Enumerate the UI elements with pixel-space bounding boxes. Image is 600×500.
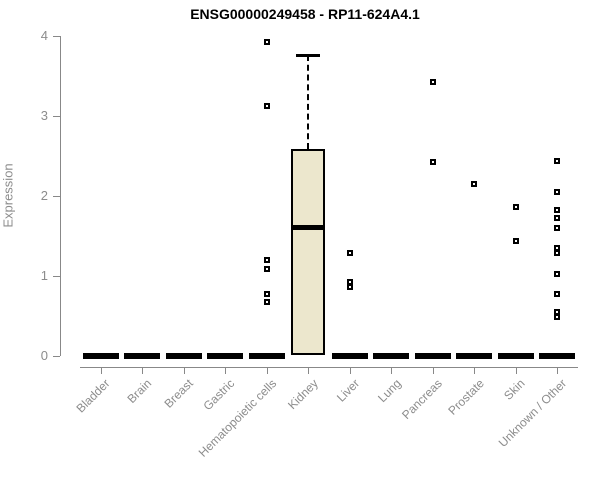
zero-bar <box>207 353 244 359</box>
zero-bar <box>373 353 410 359</box>
zero-bar <box>497 353 534 359</box>
x-tick <box>432 367 434 374</box>
category-label: Lung <box>374 376 404 406</box>
outlier-point <box>263 102 270 109</box>
x-tick <box>557 367 559 374</box>
outlier-point <box>554 270 561 277</box>
zero-bar <box>331 353 368 359</box>
outlier-point <box>512 237 519 244</box>
outlier-point <box>263 257 270 263</box>
outlier-point <box>554 206 561 213</box>
x-tick <box>474 367 476 374</box>
y-tick-label: 3 <box>40 108 48 123</box>
zero-bar <box>539 353 576 359</box>
chart-title: ENSG00000249458 - RP11-624A4.1 <box>190 6 420 22</box>
x-tick <box>515 367 517 374</box>
median-line <box>291 225 326 231</box>
x-tick <box>266 367 268 374</box>
outlier-point <box>346 249 353 256</box>
whisker <box>307 55 310 149</box>
category-label: Brain <box>124 376 155 407</box>
outlier-point <box>346 278 353 285</box>
y-tick <box>53 356 60 357</box>
y-tick-label: 0 <box>40 348 48 363</box>
y-tick <box>53 276 60 277</box>
outlier-point <box>429 78 436 85</box>
outlier-point <box>554 225 561 231</box>
outlier-point <box>471 181 478 187</box>
x-tick <box>183 367 185 374</box>
outlier-point <box>263 265 270 272</box>
whisker-cap <box>296 54 321 58</box>
zero-bar <box>414 353 451 359</box>
outlier-point <box>263 290 270 297</box>
category-label: Kidney <box>284 376 321 413</box>
x-tick <box>142 367 144 374</box>
category-label: Gastric <box>200 376 238 414</box>
outlier-point <box>554 215 561 222</box>
zero-bar <box>456 353 493 359</box>
y-tick <box>53 116 60 117</box>
outlier-point <box>429 159 436 166</box>
y-tick-label: 1 <box>40 268 48 283</box>
zero-bar <box>82 353 119 359</box>
outlier-point <box>554 157 561 164</box>
outlier-point <box>554 249 561 256</box>
outlier-point <box>263 299 270 306</box>
category-label: Bladder <box>73 376 113 416</box>
zero-bar <box>248 353 285 359</box>
outlier-point <box>512 204 519 211</box>
category-label: Skin <box>501 376 528 403</box>
x-tick <box>308 367 310 374</box>
zero-bar <box>124 353 161 359</box>
x-tick <box>349 367 351 374</box>
y-tick <box>53 36 60 37</box>
x-tick <box>100 367 102 374</box>
outlier-point <box>554 189 561 195</box>
category-label: Pancreas <box>399 376 445 423</box>
x-tick <box>391 367 393 374</box>
category-label: Prostate <box>444 376 487 418</box>
x-tick <box>225 367 227 374</box>
outlier-point <box>554 290 561 297</box>
zero-bar <box>165 353 202 359</box>
y-tick-label: 2 <box>40 188 48 203</box>
y-axis-line <box>60 36 61 356</box>
outlier-point <box>346 284 353 291</box>
x-axis-line <box>80 367 578 368</box>
y-axis-label: Expression <box>0 163 16 228</box>
y-tick-label: 4 <box>40 28 48 43</box>
category-label: Liver <box>333 376 362 405</box>
outlier-point <box>554 313 561 320</box>
y-tick <box>53 196 60 197</box>
outlier-point <box>263 39 270 46</box>
box <box>291 148 326 356</box>
category-label: Breast <box>161 376 196 411</box>
category-label: Hematopoietic cells <box>195 376 279 460</box>
